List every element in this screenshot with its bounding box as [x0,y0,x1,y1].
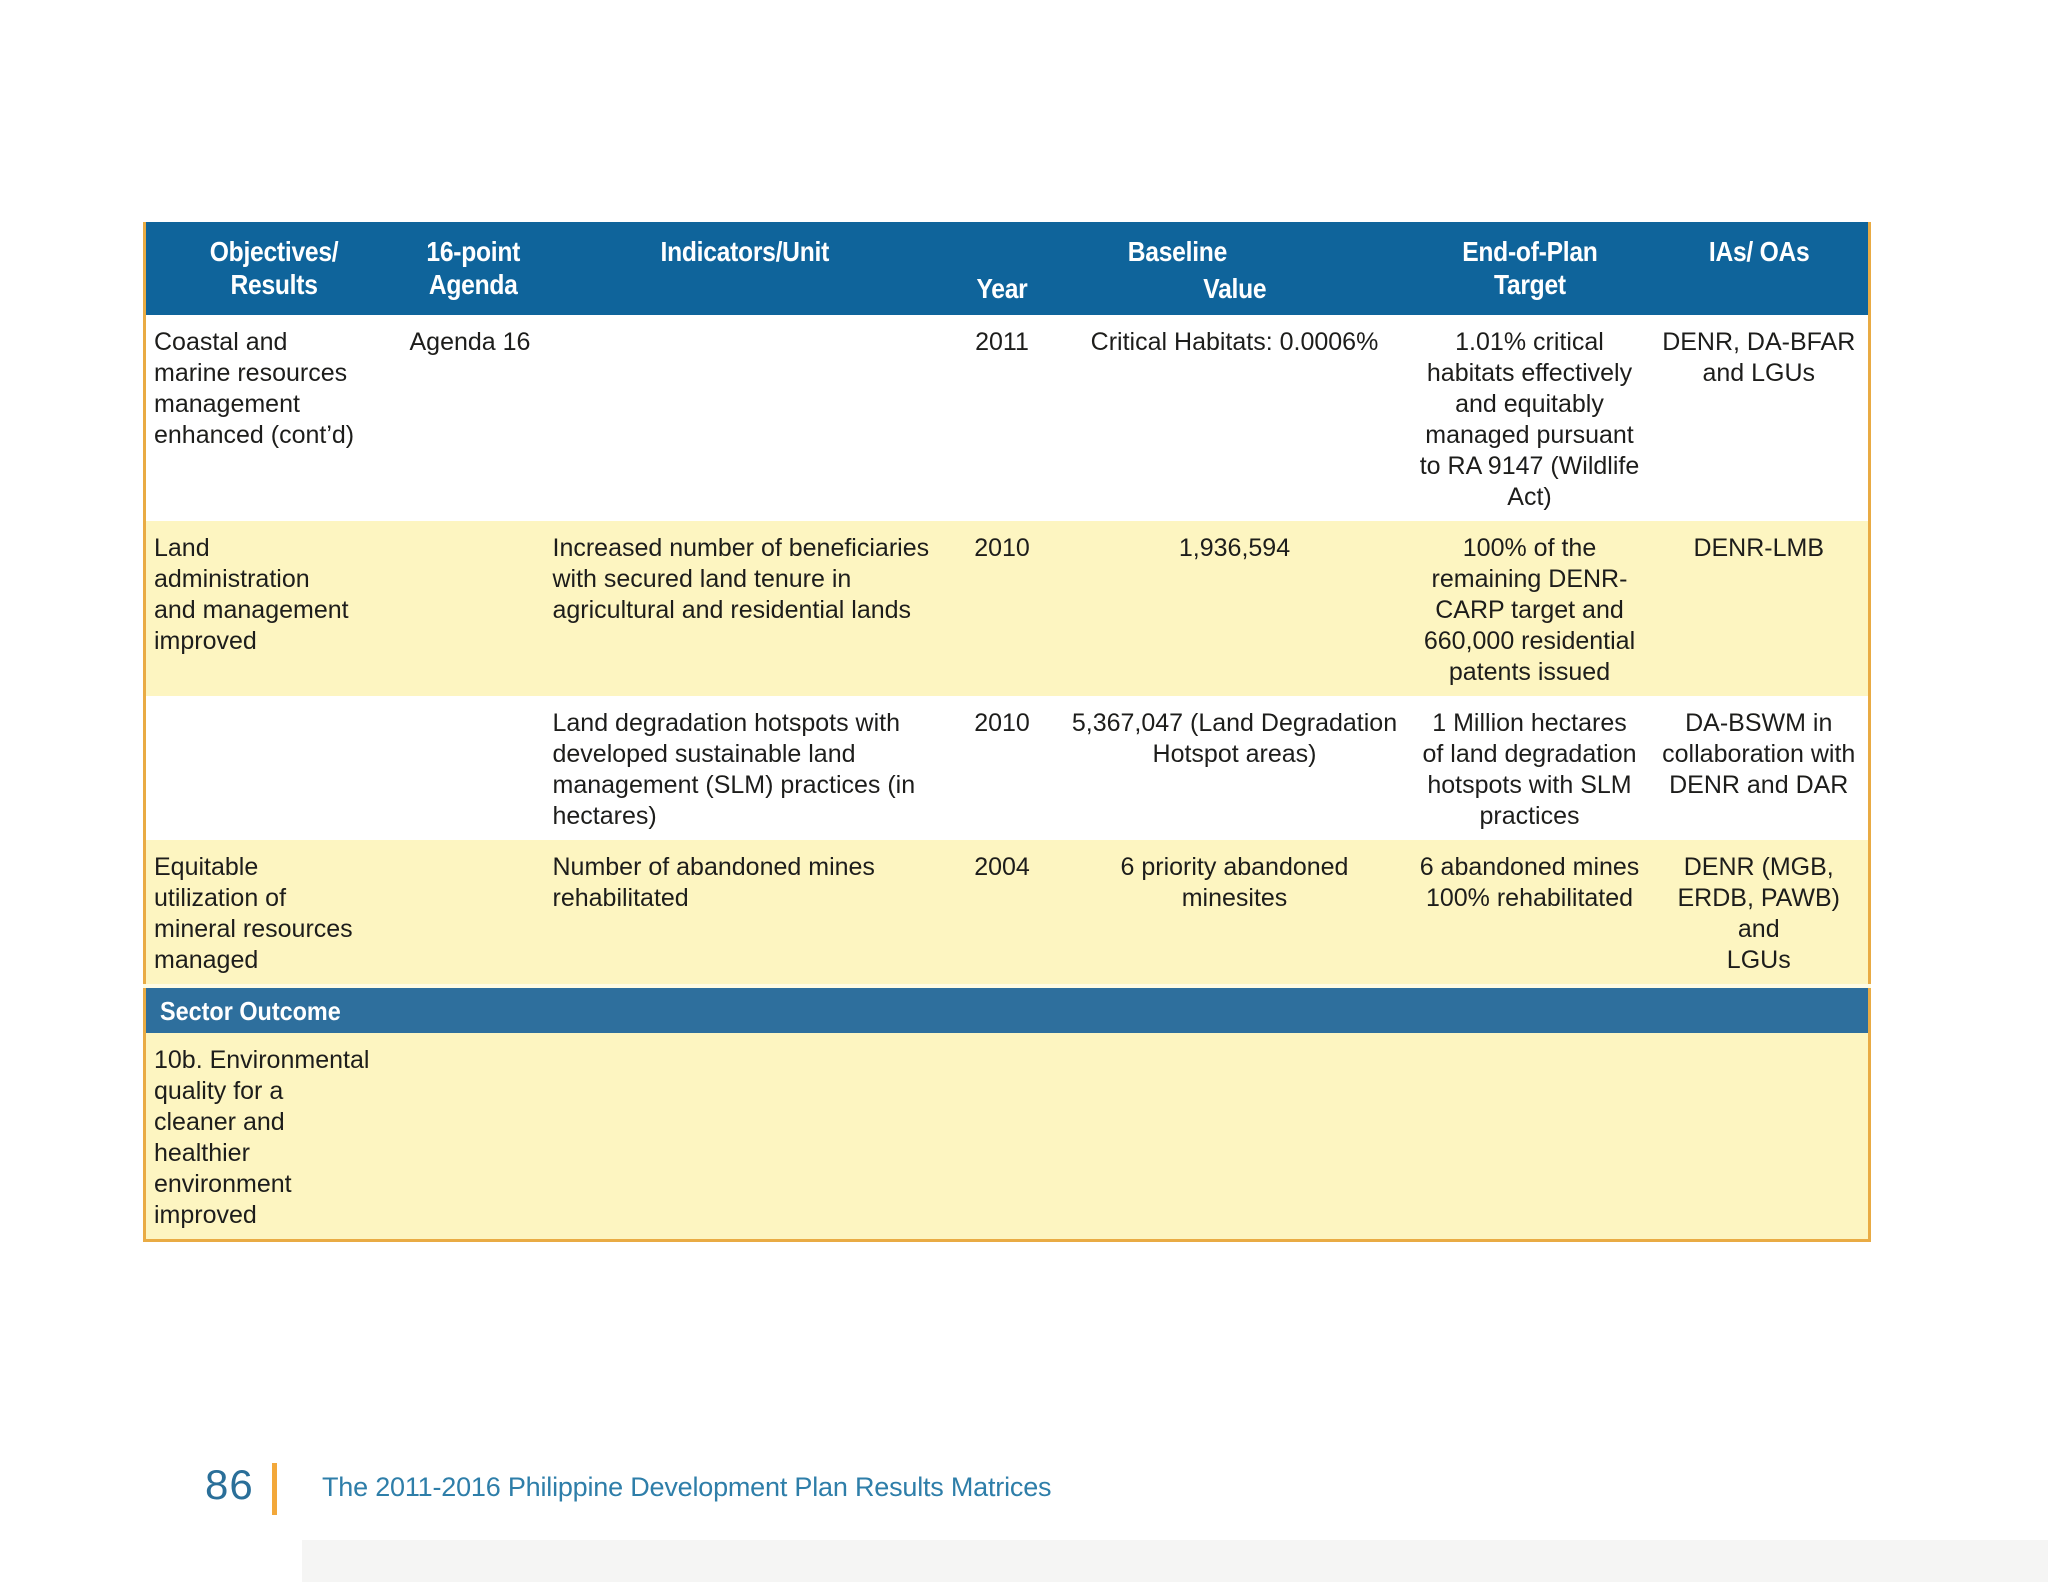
cell-indicator [544,1033,945,1241]
col-header-year: Year [944,272,1060,315]
cell-ias: DENR (MGB, ERDB, PAWB) and LGUs [1649,840,1870,986]
cell-target: 1 Million hectares of land degradation h… [1409,696,1650,840]
table-row: Coastal and marine resources management … [144,315,1870,521]
cell-target [1409,1033,1650,1241]
col-header-objectives-label: Objectives/ Results [209,236,339,300]
cell-agenda: Agenda 16 [401,315,545,521]
sector-outcome-cell: Sector Outcome [144,984,1870,1033]
cell-agenda [401,1033,545,1241]
cell-indicator: Number of abandoned mines rehabilitated [544,840,945,986]
cell-baseline-value: 5,367,047 (Land Degradation Hotspot area… [1059,696,1410,840]
cell-objectives: Equitable utilization of mineral resourc… [144,840,402,986]
cell-baseline-value [1059,1033,1410,1241]
table-header-row: Objectives/ Results 16-point Agenda Indi… [144,222,1870,315]
cell-ias [1649,1033,1870,1241]
col-header-ias: IAs/ OAs [1649,222,1870,315]
col-header-value: Value [1059,272,1410,315]
cell-indicator: Increased number of beneficiaries with s… [544,521,945,696]
cell-baseline-year: 2011 [944,315,1060,521]
cell-target: 6 abandoned mines 100% rehabilitated [1409,840,1650,986]
cell-baseline-value: 1,936,594 [1059,521,1410,696]
cell-indicator: Land degradation hotspots with developed… [544,696,945,840]
cell-indicator [544,315,945,521]
col-header-indicators-label: Indicators/Unit [660,236,829,267]
col-header-ias-label: IAs/ OAs [1708,236,1810,267]
col-header-agenda: 16-point Agenda [401,222,545,315]
cell-target: 100% of the remaining DENR- CARP target … [1409,521,1650,696]
table-row: Land degradation hotspots with developed… [144,696,1870,840]
col-header-target: End-of-Plan Target [1409,222,1650,315]
table-row: Equitable utilization of mineral resourc… [144,840,1870,986]
sector-outcome-label: Sector Outcome [160,996,341,1026]
page-footer: 86 The 2011-2016 Philippine Development … [0,1455,2048,1535]
cell-ias: DENR, DA-BFAR and LGUs [1649,315,1870,521]
col-header-baseline: Baseline [944,222,1410,272]
cell-objectives: 10b. Environmental quality for a cleaner… [144,1033,402,1241]
cell-baseline-year [944,1033,1060,1241]
results-matrix-table: Objectives/ Results 16-point Agenda Indi… [143,222,1871,1242]
table-row: 10b. Environmental quality for a cleaner… [144,1033,1870,1241]
cell-agenda [401,521,545,696]
table-subheader-row: Year Value [145,272,1870,315]
sector-outcome-band: Sector Outcome [144,984,1870,1033]
cell-objectives: Coastal and marine resources management … [144,315,402,521]
cell-agenda [401,840,545,986]
table-row: Land administration and management impro… [144,521,1870,696]
footer-divider [272,1463,277,1515]
cell-ias: DA-BSWM in collaboration with DENR and D… [1649,696,1870,840]
col-header-indicators: Indicators/Unit [544,222,945,315]
cell-baseline-year: 2010 [944,521,1060,696]
col-header-baseline-label: Baseline [1127,236,1227,267]
cell-agenda [401,696,545,840]
cell-objectives [144,696,402,840]
col-header-year-label: Year [976,273,1028,304]
col-header-objectives: Objectives/ Results [144,222,402,315]
cell-baseline-value: Critical Habitats: 0.0006% [1059,315,1410,521]
col-header-target-label: End-of-Plan Target [1461,236,1598,300]
footer-document-title: The 2011-2016 Philippine Development Pla… [322,1472,1052,1502]
col-header-agenda-label: 16-point Agenda [426,236,520,300]
cell-objectives: Land administration and management impro… [144,521,402,696]
cell-target: 1.01% critical habitats effectively and … [1409,315,1650,521]
page-number: 86 [205,1461,254,1508]
cell-baseline-year: 2004 [944,840,1060,986]
cell-baseline-year: 2010 [944,696,1060,840]
cell-ias: DENR-LMB [1649,521,1870,696]
col-header-value-label: Value [1202,273,1267,304]
cell-baseline-value: 6 priority abandoned minesites [1059,840,1410,986]
page-edge-shadow [302,1540,2048,1582]
